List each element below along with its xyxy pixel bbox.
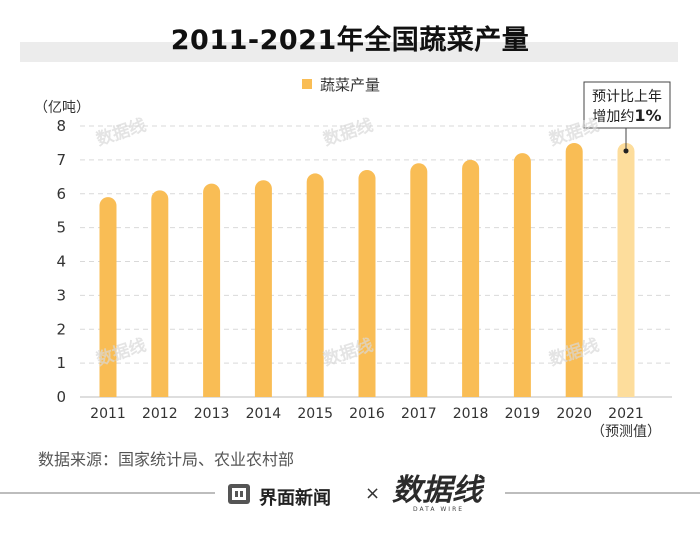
x-axis-ticks: 2011 2012 2013 2014 2015 2016 2017 2018 2019 2020… xyxy=(90,406,661,440)
y-tick-label: 7 xyxy=(56,151,66,169)
source-note: 数据来源：国家统计局、农业农村部 xyxy=(38,450,295,469)
legend-swatch xyxy=(302,79,312,89)
title-band xyxy=(20,42,678,62)
x-tick-label: 2014 xyxy=(246,406,282,422)
x-tick-label: 2021 xyxy=(608,406,644,422)
chart-title: 2011-2021年全国蔬菜产量 xyxy=(170,25,530,56)
x-tick-label: 2018 xyxy=(453,406,489,422)
annotation-line1: 预计比上年 xyxy=(592,89,662,105)
annotation-dot xyxy=(623,148,629,154)
footer-logos: 界面新闻 × 数据线 DATA WIRE xyxy=(215,473,505,516)
bar-2012 xyxy=(151,190,169,397)
x-tick-label: 2012 xyxy=(142,406,178,422)
annotation-value: 1% xyxy=(634,106,661,125)
bar-2014 xyxy=(254,180,272,397)
x-tick-label: 2020 xyxy=(556,406,592,422)
bar-2013 xyxy=(203,183,221,397)
y-tick-label: 6 xyxy=(56,185,66,203)
x-tick-label: 2013 xyxy=(194,406,230,422)
jiemian-logo-icon xyxy=(228,484,250,504)
y-tick-label: 1 xyxy=(56,354,66,372)
bar-2021 xyxy=(617,142,635,397)
forecast-note: （预测值） xyxy=(591,424,661,440)
bar-2016 xyxy=(358,170,376,397)
bar-2017 xyxy=(410,163,428,397)
x-tick-label: 2011 xyxy=(90,406,126,422)
jiemian-logo-text: 界面新闻 xyxy=(259,488,331,509)
x-tick-label: 2019 xyxy=(505,406,541,422)
svg-text:数据线: 数据线 xyxy=(392,473,486,508)
bar-2011 xyxy=(99,197,117,397)
y-tick-label: 4 xyxy=(56,253,66,271)
y-tick-label: 5 xyxy=(56,219,66,237)
annotation-box xyxy=(583,81,671,129)
legend: 蔬菜产量 xyxy=(302,76,380,94)
annotation-prefix: 增加约 xyxy=(592,109,634,125)
y-tick-label: 2 xyxy=(56,320,66,338)
y-axis-label: （亿吨） xyxy=(34,100,90,116)
x-tick-label: 2017 xyxy=(401,406,437,422)
bar-2020 xyxy=(565,142,583,397)
x-tick-label: 2016 xyxy=(349,406,385,422)
y-tick-label: 3 xyxy=(56,286,66,304)
y-tick-label: 8 xyxy=(56,117,66,135)
datawire-logo: 数据线 xyxy=(392,473,486,508)
bar-2015 xyxy=(306,173,324,397)
datawire-logo-en: DATA WIRE xyxy=(413,506,465,513)
bars xyxy=(99,142,635,397)
y-axis-ticks: 0 1 2 3 4 5 6 7 8 xyxy=(56,117,66,406)
times-sign: × xyxy=(365,483,381,504)
legend-label: 蔬菜产量 xyxy=(320,76,380,94)
annotation-line2: 增加约1% xyxy=(592,106,661,125)
y-tick-label: 0 xyxy=(56,388,66,406)
x-tick-label: 2015 xyxy=(297,406,333,422)
bar-2019 xyxy=(513,153,531,397)
bar-2018 xyxy=(462,159,480,397)
